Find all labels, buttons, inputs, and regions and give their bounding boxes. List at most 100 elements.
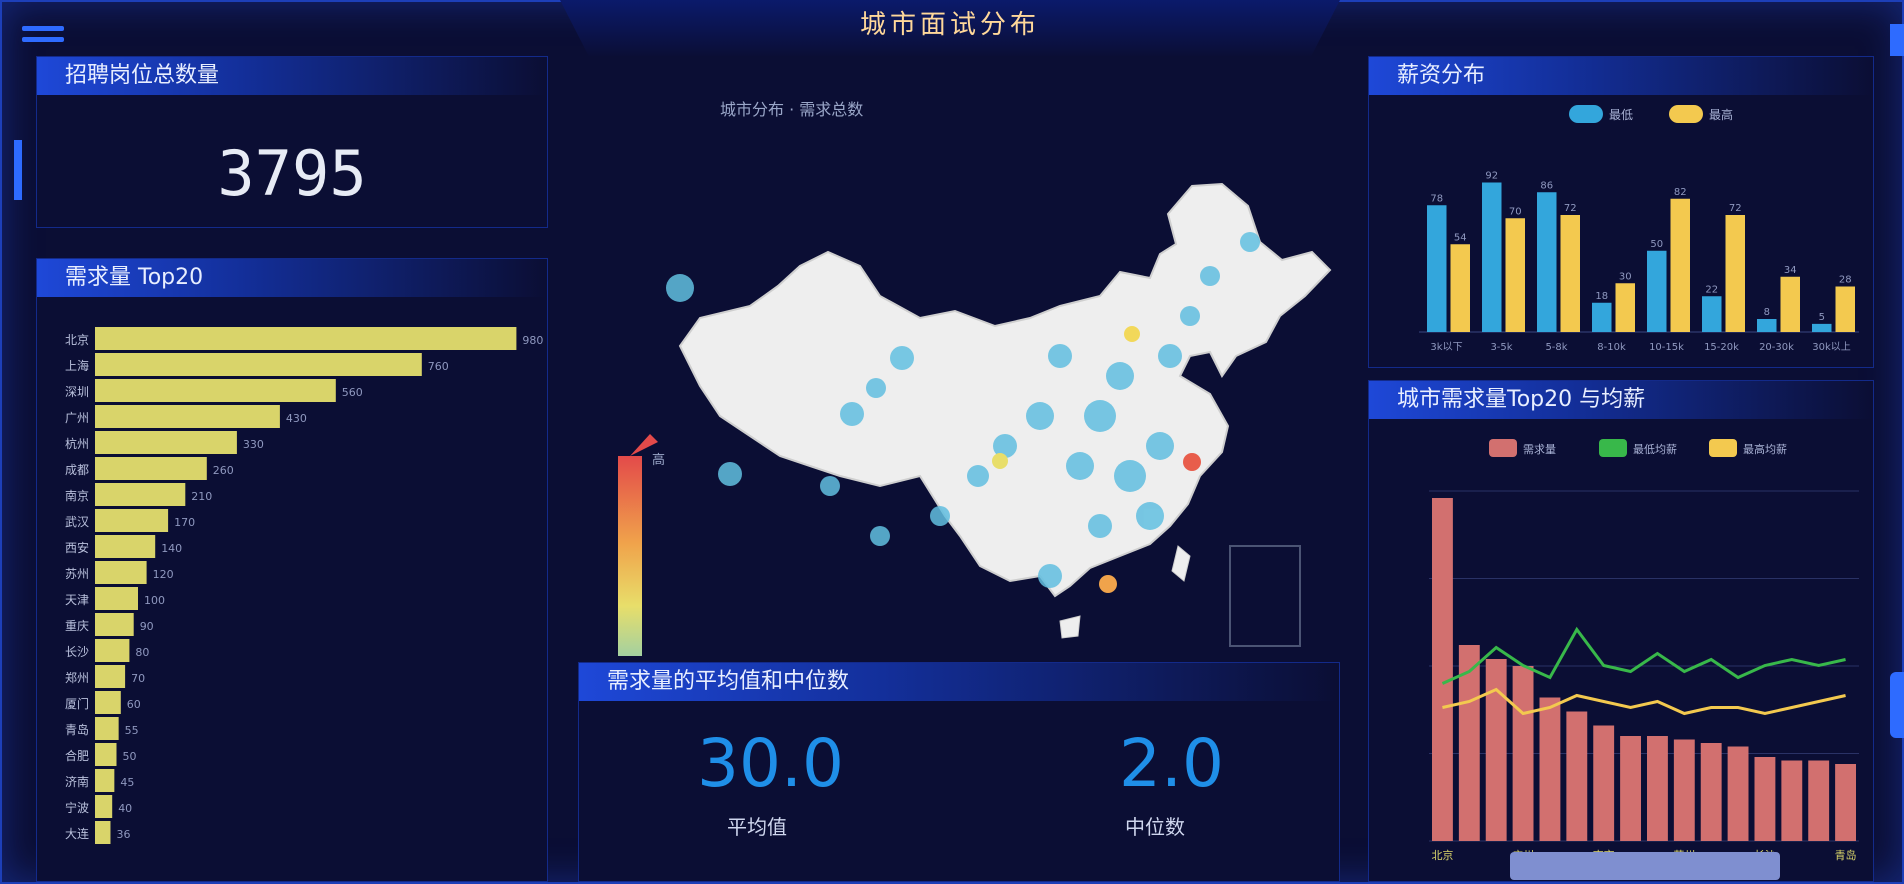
salary-bar [1702, 296, 1722, 332]
salary-bar [1757, 319, 1777, 332]
salary-legend-label: 最低 [1609, 108, 1633, 122]
demand-category-label: 南京 [65, 488, 89, 503]
city-point [1084, 400, 1116, 432]
demand-value-label: 330 [243, 438, 264, 451]
demand-bar [95, 379, 336, 402]
salary-value-label: 5 [1819, 312, 1825, 323]
city-point-beijing [1124, 326, 1140, 342]
city-point [967, 465, 989, 487]
city-point [890, 346, 914, 370]
city-point [1106, 362, 1134, 390]
side-tab-top[interactable] [1890, 24, 1904, 56]
city-demand-bar [1700, 743, 1722, 841]
demand-value-label: 55 [125, 724, 139, 737]
map-taiwan [1171, 545, 1191, 582]
demand-value-label: 210 [191, 490, 212, 503]
city-demand-bar [1458, 645, 1480, 841]
city-top20-salary-panel: 城市需求量Top20 与均薪 需求量最低均薪最高均薪北京广州南京苏州长沙青岛 [1368, 380, 1874, 882]
city-demand-bar [1673, 739, 1695, 841]
city-demand-bar [1620, 736, 1641, 841]
avg-median-panel: 需求量的平均值和中位数 30.0 平均值 2.0 中位数 [578, 662, 1340, 882]
demand-category-label: 成都 [65, 463, 89, 477]
salary-bar [1505, 218, 1525, 332]
city-demand-bar [1647, 736, 1668, 841]
city-legend-label: 最高均薪 [1743, 442, 1787, 456]
salary-bar [1615, 283, 1635, 332]
city-demand-bar [1512, 666, 1534, 841]
city-point [1146, 432, 1174, 460]
side-tab[interactable] [1890, 672, 1904, 738]
heat-legend-bar [618, 456, 642, 656]
salary-bar [1482, 182, 1502, 332]
city-point [993, 434, 1017, 458]
demand-category-label: 青岛 [65, 722, 89, 737]
map-hainan [1059, 615, 1081, 639]
demand-bar [95, 457, 207, 480]
salary-bar [1592, 302, 1612, 332]
demand-value-label: 100 [144, 594, 165, 607]
city-category-label: 青岛 [1835, 848, 1857, 862]
top20-demand-title: 需求量 Top20 [37, 259, 547, 297]
city-point-shanghai [1183, 453, 1201, 471]
city-point [1066, 452, 1094, 480]
city-top20-salary-title: 城市需求量Top20 与均薪 [1369, 381, 1873, 419]
salary-value-label: 30 [1619, 271, 1632, 282]
demand-category-label: 上海 [65, 358, 89, 373]
demand-value-label: 90 [140, 620, 154, 633]
max-salary-line [1441, 626, 1846, 685]
city-point [870, 526, 890, 546]
demand-bar [95, 431, 237, 454]
menu-icon[interactable] [22, 26, 64, 56]
salary-bar [1780, 276, 1800, 332]
salary-value-label: 8 [1764, 307, 1770, 318]
demand-category-label: 广州 [65, 411, 89, 425]
salary-value-label: 72 [1564, 203, 1577, 214]
city-demand-bar [1593, 725, 1615, 841]
city-legend-label: 最低均薪 [1633, 443, 1677, 456]
median-label: 中位数 [1125, 815, 1185, 839]
demand-category-label: 北京 [65, 333, 89, 347]
china-map[interactable]: 高 低 [560, 56, 1350, 656]
horizontal-scrollbar[interactable] [1510, 852, 1780, 880]
city-heat-points [666, 232, 1260, 588]
demand-value-label: 260 [213, 464, 234, 477]
salary-value-label: 92 [1485, 171, 1498, 182]
salary-value-label: 18 [1595, 291, 1608, 302]
left-accent-bar [14, 140, 22, 200]
total-jobs-panel: 招聘岗位总数量 3795 [36, 56, 548, 228]
salary-value-label: 22 [1705, 284, 1718, 295]
demand-bar [95, 353, 422, 376]
demand-bar [95, 509, 169, 532]
salary-bar [1427, 205, 1447, 332]
city-point [840, 402, 864, 426]
salary-bar [1647, 250, 1667, 332]
city-point [1180, 306, 1200, 326]
city-demand-bar [1754, 757, 1776, 841]
demand-category-label: 深圳 [65, 385, 89, 399]
city-point [1240, 232, 1260, 252]
city-demand-bar [1727, 746, 1749, 841]
city-point [718, 462, 742, 486]
salary-value-label: 50 [1650, 239, 1663, 250]
city-demand-bar [1781, 760, 1803, 841]
salary-category-label: 3-5k [1490, 342, 1512, 353]
salary-value-label: 82 [1674, 187, 1687, 198]
demand-bar [95, 691, 121, 714]
demand-bar [95, 743, 117, 766]
city-point [666, 274, 694, 302]
demand-category-label: 郑州 [65, 670, 89, 685]
demand-bar [95, 327, 517, 350]
salary-value-label: 54 [1454, 232, 1467, 243]
demand-category-label: 天津 [65, 593, 89, 607]
total-jobs-value: 3795 [217, 137, 367, 210]
demand-category-label: 济南 [65, 774, 89, 789]
salary-value-label: 28 [1839, 275, 1852, 286]
demand-value-label: 430 [286, 412, 307, 425]
city-top20-salary-chart: 需求量最低均薪最高均薪北京广州南京苏州长沙青岛 [1429, 439, 1859, 862]
salary-distribution-title: 薪资分布 [1369, 57, 1873, 95]
demand-value-label: 560 [342, 386, 363, 399]
demand-value-label: 60 [127, 698, 141, 711]
top20-demand-chart: 北京 980 上海 760 深圳 560 广州 430 杭州 330 成都 260 南京 210 武汉 170… [65, 327, 543, 844]
city-legend-swatch [1709, 439, 1737, 457]
salary-bar [1812, 323, 1832, 332]
